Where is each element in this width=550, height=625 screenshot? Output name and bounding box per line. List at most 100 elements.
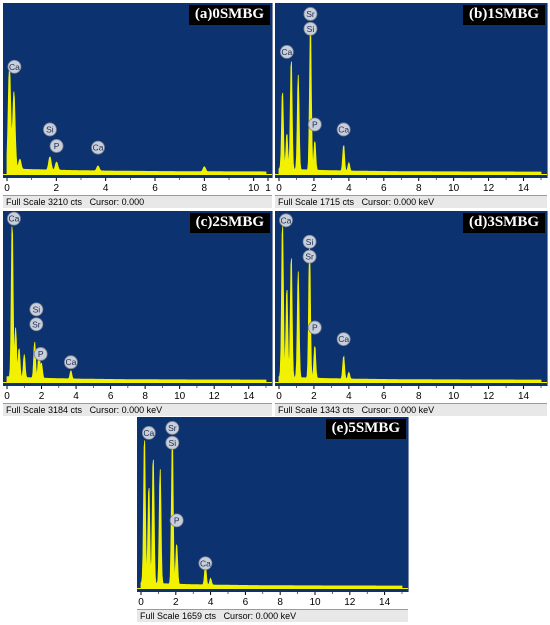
x-tick-label: 0 (138, 597, 144, 608)
x-axis-svg: 0 2 4 6 8 10 12 14 (276, 386, 542, 402)
sample-label: (b)1SMBG (462, 5, 545, 25)
x-tick-label: 14 (379, 597, 391, 608)
element-marker: Ca (91, 140, 105, 155)
sample-label: (d)3SMBG (462, 213, 545, 233)
element-marker: Ca (198, 556, 213, 571)
x-tick-label: 4 (346, 391, 352, 402)
element-marker-label: Ca (338, 124, 349, 134)
x-tick-label: 8 (416, 391, 422, 402)
element-marker: Sr (29, 317, 44, 332)
x-axis: 0 2 4 6 8 10 12 14 (3, 386, 272, 403)
eds-panel-b: Ca Sr Si P Ca (b)1SMBG 0 2 4 6 8 10 12 14 Full Scal… (275, 3, 548, 208)
x-tick-label: 6 (243, 597, 249, 608)
full-scale-readout: Full Scale 3210 cts (6, 197, 83, 207)
x-tick-label: 14 (243, 391, 255, 402)
x-axis-svg: 0 2 4 6 8 10 12 14 (138, 592, 403, 608)
x-axis-svg: 0 2 4 6 8 10 12 14 (4, 386, 267, 402)
x-axis: 0 2 4 6 8 10 12 14 (137, 592, 408, 609)
x-tick-label: 1 (265, 183, 271, 194)
element-marker-circle (302, 234, 317, 249)
x-tick-label: 2 (311, 183, 317, 194)
element-marker-label: Si (46, 124, 54, 134)
spectrum-svg: Ca Sr Si P Ca (275, 7, 547, 175)
element-marker-label: Si (306, 237, 314, 247)
eds-panel-a: Ca Si P Ca (a)0SMBG 0 2 4 6 8 10 1 Full Scale 321… (3, 3, 273, 208)
x-tick-label: 0 (4, 183, 10, 194)
x-tick-label: 0 (276, 183, 282, 194)
spectrum-svg: Ca Si Sr P Ca (3, 211, 272, 383)
x-tick-label: 6 (381, 183, 387, 194)
element-marker-circle (302, 249, 317, 264)
x-tick-label: 10 (248, 183, 260, 194)
x-tick-label: 2 (311, 391, 317, 402)
x-tick-label: 12 (209, 391, 221, 402)
element-marker: Si (43, 122, 57, 137)
spectrum-plot: Ca Sr Si P Ca (b)1SMBG (275, 3, 548, 178)
x-tick-label: 12 (483, 391, 495, 402)
eds-panel-c: Ca Si Sr P Ca (c)2SMBG 0 2 4 6 8 10 12 14 Full Scal… (3, 211, 273, 416)
element-marker: Sr (302, 249, 317, 264)
x-tick-label: 4 (73, 391, 79, 402)
x-tick-label: 10 (448, 391, 460, 402)
sample-label: (e)5SMBG (325, 419, 406, 439)
element-marker-circle (336, 332, 351, 347)
element-marker-label: Si (169, 438, 177, 448)
element-marker-label: Ca (65, 357, 76, 367)
status-bar: Full Scale 3184 cts Cursor: 0.000 keV (3, 403, 272, 416)
status-bar: Full Scale 1343 cts Cursor: 0.000 keV (275, 403, 547, 416)
element-marker-label: P (38, 349, 44, 359)
element-marker: P (49, 139, 64, 153)
x-axis: 0 2 4 6 8 10 12 14 (275, 386, 547, 403)
element-marker-circle (7, 59, 22, 74)
spectrum-area (278, 226, 542, 383)
element-marker: Ca (279, 45, 294, 59)
element-marker-label: P (312, 120, 318, 130)
spectrum-svg: Ca Sr Si P Ca (137, 421, 408, 589)
element-marker-circle (169, 513, 184, 528)
x-tick-label: 8 (142, 391, 148, 402)
x-tick-label: 8 (202, 183, 208, 194)
sample-label: (a)0SMBG (188, 5, 270, 25)
element-marker: Ca (7, 211, 21, 226)
x-tick-label: 6 (108, 391, 114, 402)
element-marker-label: Ca (9, 62, 20, 72)
element-marker-label: Ca (200, 558, 211, 568)
x-tick-label: 2 (39, 391, 45, 402)
element-marker-circle (336, 122, 351, 137)
x-tick-label: 2 (54, 183, 60, 194)
element-marker-label: Ca (338, 334, 349, 344)
element-marker-label: Sr (305, 252, 314, 262)
eds-panel-e: Ca Sr Si P Ca (e)5SMBG 0 2 4 6 8 10 12 14 Full Scal… (137, 417, 409, 622)
element-marker-label: Ca (143, 428, 154, 438)
x-tick-label: 2 (173, 597, 179, 608)
x-tick-label: 4 (103, 183, 109, 194)
cursor-readout: Cursor: 0.000 keV (89, 405, 163, 415)
cursor-readout: Cursor: 0.000 keV (361, 197, 435, 207)
sample-label: (c)2SMBG (189, 213, 270, 233)
element-marker-circle (43, 122, 57, 137)
full-scale-readout: Full Scale 3184 cts (6, 405, 83, 415)
element-marker-label: Sr (306, 9, 315, 19)
element-marker-circle (33, 347, 48, 361)
x-tick-label: 8 (416, 183, 422, 194)
spectrum-plot: Ca Sr Si P Ca (e)5SMBG (137, 417, 409, 592)
x-tick-label: 4 (346, 183, 352, 194)
full-scale-readout: Full Scale 1715 cts (278, 197, 355, 207)
element-marker-label: Si (33, 304, 41, 314)
element-marker: Si (303, 21, 318, 36)
x-tick-label: 0 (4, 391, 10, 402)
element-marker-circle (29, 317, 44, 332)
x-tick-label: 0 (276, 391, 282, 402)
element-marker-label: Ca (281, 47, 292, 57)
spectrum-svg: Ca SiP Ca (3, 59, 272, 175)
spectrum-svg: Ca Si Sr P Ca (275, 213, 547, 383)
spectrum-plot: Ca Si P Ca (a)0SMBG (3, 3, 273, 178)
spectrum-area (6, 226, 267, 383)
element-marker-label: Si (307, 24, 315, 34)
x-tick-label: 14 (518, 391, 530, 402)
x-axis: 0 2 4 6 8 10 12 14 (275, 178, 547, 195)
spectrum-plot: Ca Si Sr P Ca (d)3SMBG (275, 211, 548, 386)
element-marker-label: P (54, 141, 60, 151)
element-marker-circle (198, 556, 213, 571)
element-marker: Ca (7, 59, 22, 74)
